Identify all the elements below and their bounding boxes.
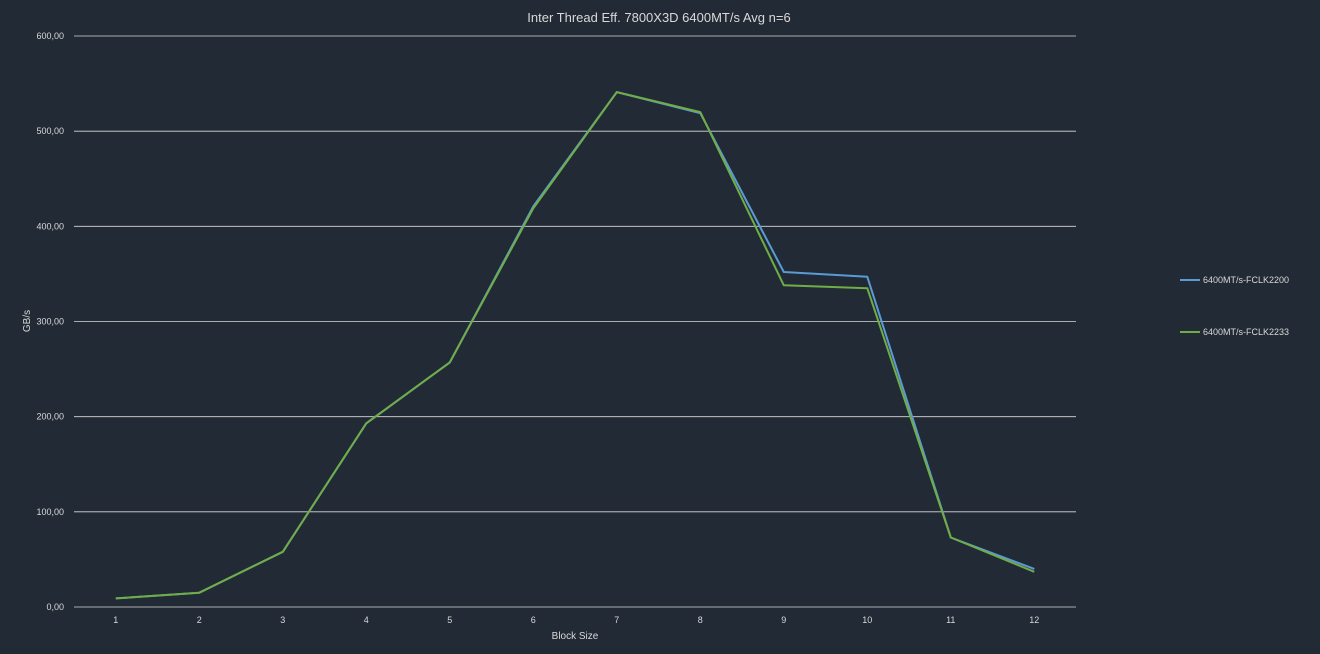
series-line-2 — [115, 91, 1035, 600]
legend-entry: 6400MT/s-FCLK2200 — [1203, 275, 1289, 285]
x-tick-label: 6 — [531, 615, 536, 625]
y-tick-label: 300,00 — [36, 317, 64, 327]
x-tick-label: 3 — [280, 615, 285, 625]
y-axis-ticks: 0,00 100,00 200,00 300,00 400,00 500,00 600,00 — [36, 31, 64, 612]
legend-entry: 6400MT/s-FCLK2233 — [1203, 327, 1289, 337]
x-tick-label: 11 — [946, 615, 955, 625]
series-lines — [115, 91, 1035, 600]
x-tick-label: 7 — [614, 615, 619, 625]
x-tick-label: 2 — [197, 615, 202, 625]
y-tick-label: 100,00 — [36, 507, 64, 517]
y-tick-label: 0,00 — [46, 602, 64, 612]
x-tick-label: 1 — [113, 615, 118, 625]
x-tick-label: 5 — [447, 615, 452, 625]
x-axis-label: Block Size — [552, 631, 599, 642]
series-line-1 — [115, 91, 1035, 600]
chart-title: Inter Thread Eff. 7800X3D 6400MT/s Avg n… — [527, 10, 790, 25]
x-tick-label: 9 — [781, 615, 786, 625]
legend: 6400MT/s-FCLK2200 6400MT/s-FCLK2233 — [1180, 275, 1289, 337]
y-tick-label: 500,00 — [36, 126, 64, 136]
gridlines — [74, 35, 1076, 608]
x-tick-label: 8 — [698, 615, 703, 625]
x-tick-label: 10 — [862, 615, 872, 625]
x-tick-label: 4 — [364, 615, 369, 625]
x-tick-label: 12 — [1029, 615, 1039, 625]
y-tick-label: 400,00 — [36, 221, 64, 231]
x-axis-ticks: 1 2 3 4 5 6 7 8 9 10 11 12 — [113, 615, 1039, 625]
y-tick-label: 600,00 — [36, 31, 64, 41]
y-tick-label: 200,00 — [36, 412, 64, 422]
y-axis-label: GB/s — [22, 310, 33, 332]
